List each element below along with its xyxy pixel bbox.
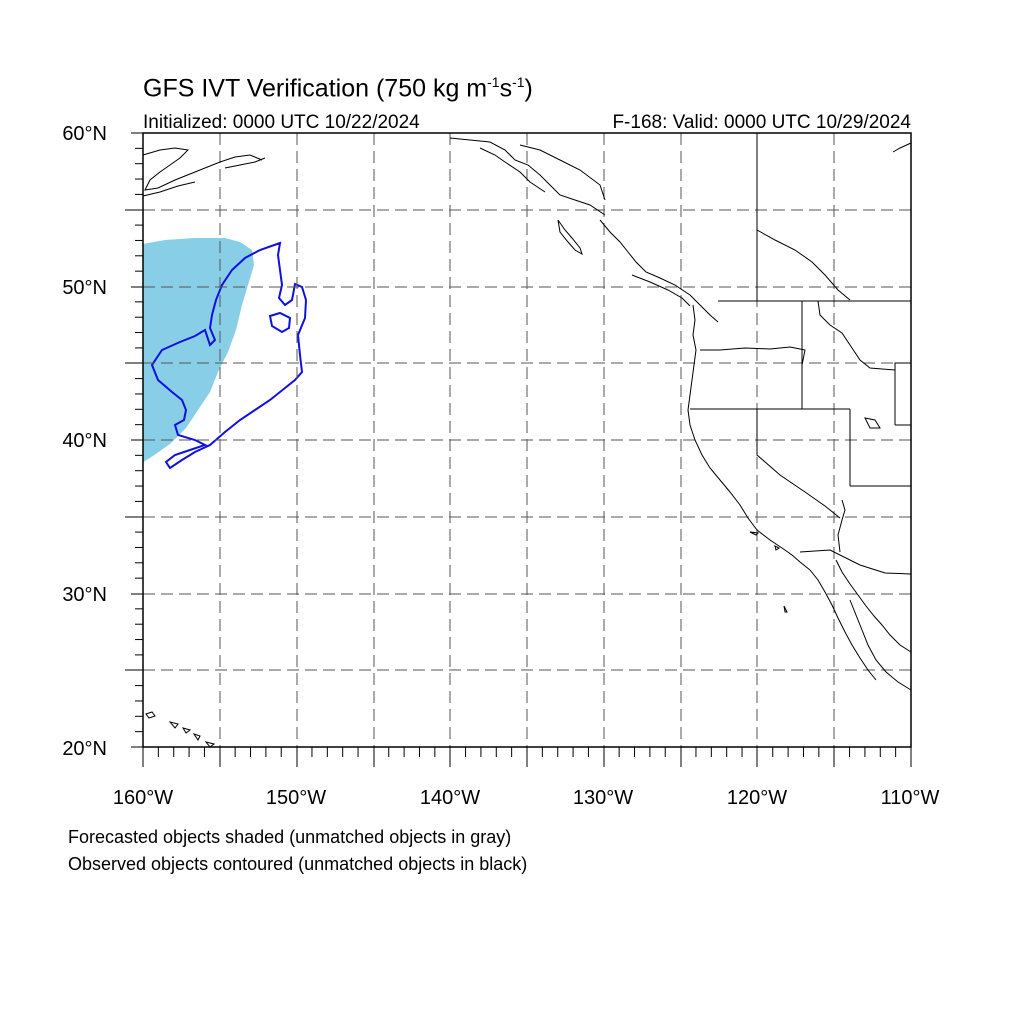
lon-label-130w: 130°W <box>572 787 634 809</box>
lat-label-30n: 30°N <box>62 584 107 606</box>
political-borders <box>690 133 912 575</box>
observed-object-inner <box>268 311 292 334</box>
coastlines <box>142 137 912 748</box>
ticks <box>125 132 912 767</box>
lat-label-20n: 20°N <box>62 738 107 760</box>
lat-label-40n: 40°N <box>62 430 107 452</box>
lon-label-110w: 110°W <box>880 787 940 809</box>
gridlines <box>143 133 911 747</box>
lon-label-140w: 140°W <box>419 787 481 809</box>
lon-label-150w: 150°W <box>265 787 327 809</box>
minor-ticks <box>135 147 897 757</box>
valid-time: F-168: Valid: 0000 UTC 10/29/2024 <box>612 112 911 133</box>
lat-label-60n: 60°N <box>62 123 107 145</box>
forecast-object <box>143 238 254 462</box>
observed-object-outer <box>150 241 308 470</box>
lon-label-160w: 160°W <box>112 787 174 809</box>
page-title: GFS IVT Verification (750 kg m-1s-1) <box>143 74 533 103</box>
lat-label-50n: 50°N <box>62 277 107 299</box>
footer-observed-note: Observed objects contoured (unmatched ob… <box>68 854 528 874</box>
map-frame <box>142 132 912 748</box>
lon-label-120w: 120°W <box>726 787 788 809</box>
initialized-time: Initialized: 0000 UTC 10/22/2024 <box>143 112 420 133</box>
footer-forecast-note: Forecasted objects shaded (unmatched obj… <box>68 827 512 847</box>
